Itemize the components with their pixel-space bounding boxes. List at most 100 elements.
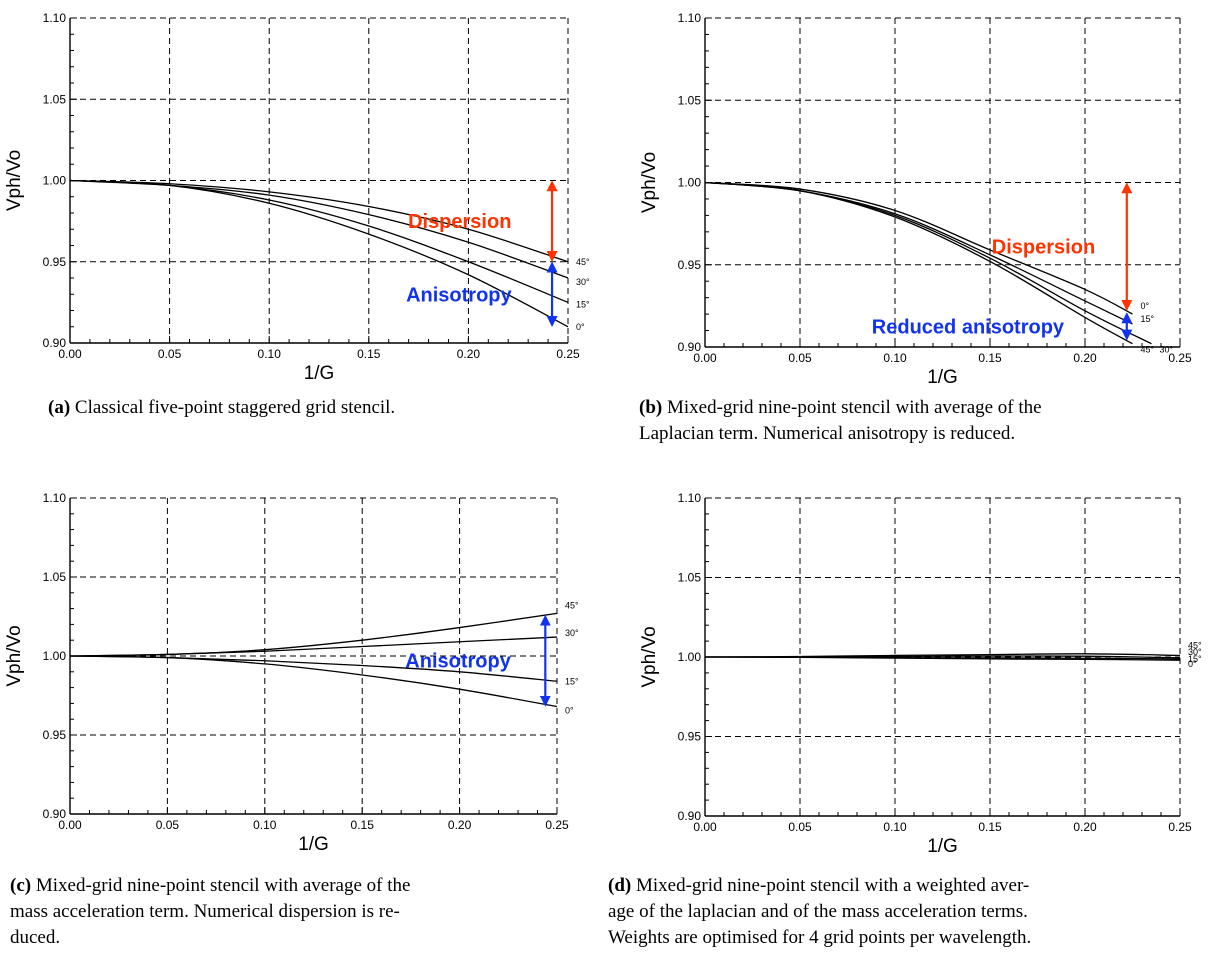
series-label: 45° xyxy=(565,600,579,610)
series-line-45deg xyxy=(704,181,1133,345)
series-line-30deg xyxy=(69,636,558,657)
x-axis-label: 1/G xyxy=(927,367,958,388)
series-label: 30° xyxy=(1160,345,1174,355)
caption-b: (b) Mixed-grid nine-point stencil with a… xyxy=(639,395,1209,447)
series-label: 0° xyxy=(1141,301,1150,311)
y-tick-label: 1.05 xyxy=(678,571,702,585)
x-tick-label: 0.00 xyxy=(58,818,82,832)
caption-tag: (b) xyxy=(639,397,663,418)
series-line-0deg xyxy=(69,179,569,328)
y-axis-label: Vph/Vo xyxy=(639,152,660,213)
x-tick-label: 0.05 xyxy=(788,820,812,834)
series-line-0deg xyxy=(704,181,1133,315)
x-tick-label: 0.15 xyxy=(351,818,375,832)
y-axis-label: Vph/Vo xyxy=(4,625,25,686)
x-tick-label: 0.00 xyxy=(58,347,82,361)
y-axis-label: Vph/Vo xyxy=(4,150,25,211)
y-tick-label: 1.00 xyxy=(43,649,67,663)
x-tick-label: 0.15 xyxy=(357,347,381,361)
x-tick-label: 0.25 xyxy=(1168,820,1192,834)
series-label: 15° xyxy=(1141,314,1155,324)
series-line-0deg xyxy=(69,655,558,708)
caption-d: (d) Mixed-grid nine-point stencil with a… xyxy=(608,873,1208,951)
series-label: 0° xyxy=(1188,659,1197,669)
x-tick-label: 0.05 xyxy=(156,818,180,832)
annotation-label: Dispersion xyxy=(408,211,511,233)
chart-panel-d: 0.00 0.05 0.10 0.15 0.20 0.25 0.90 0.95 1.00 1.05… xyxy=(606,480,1212,960)
annotation-label: Dispersion xyxy=(992,237,1095,259)
caption-tag: (d) xyxy=(608,875,632,896)
x-axis-label: 1/G xyxy=(304,363,335,384)
x-tick-label: 0.10 xyxy=(253,818,277,832)
caption-line: Mixed-grid nine-point stencil with avera… xyxy=(666,397,1042,418)
chart-panel-b: 0.00 0.05 0.10 0.15 0.20 0.25 0.90 0.95 1.00 1.05… xyxy=(606,0,1212,470)
chart-c: 0.00 0.05 0.10 0.15 0.20 0.25 0.90 0.95 1.00 1.05… xyxy=(4,491,579,855)
series-line-45deg xyxy=(69,179,569,263)
annotation-label: Reduced anisotropy xyxy=(872,316,1065,338)
series-label: 0° xyxy=(576,322,585,332)
caption-line: Classical five-point staggered grid sten… xyxy=(74,397,396,418)
series-label: 30° xyxy=(576,277,590,287)
series-label: 45° xyxy=(576,257,590,267)
y-tick-label: 1.10 xyxy=(678,491,702,505)
x-tick-label: 0.15 xyxy=(978,820,1002,834)
x-tick-label: 0.20 xyxy=(457,347,481,361)
annotation-label: Anisotropy xyxy=(405,651,511,673)
annotation-label: Anisotropy xyxy=(406,284,512,306)
x-tick-label: 0.10 xyxy=(258,347,282,361)
y-tick-label: 1.10 xyxy=(678,11,702,25)
caption-line: duced. xyxy=(10,927,61,948)
x-tick-label: 0.25 xyxy=(545,818,569,832)
series-label: 30° xyxy=(1188,647,1202,657)
x-tick-label: 0.20 xyxy=(1073,820,1097,834)
caption-line: Laplacian term. Numerical anisotropy is … xyxy=(639,423,1016,444)
x-tick-label: 0.15 xyxy=(978,351,1002,365)
chart-panel-a: 0.00 0.05 0.10 0.15 0.20 0.25 0.90 0.95 1.00 1.05… xyxy=(0,0,606,470)
x-tick-label: 0.00 xyxy=(693,820,717,834)
series-label: 15° xyxy=(565,676,579,686)
chart-d: 0.00 0.05 0.10 0.15 0.20 0.25 0.90 0.95 1.00 1.05… xyxy=(639,491,1202,857)
y-axis-label: Vph/Vo xyxy=(639,626,660,687)
x-tick-label: 0.05 xyxy=(158,347,182,361)
caption-a: (a) Classical five-point staggered grid … xyxy=(48,395,588,421)
x-tick-label: 0.25 xyxy=(1168,351,1192,365)
caption-line: Mixed-grid nine-point stencil with avera… xyxy=(35,875,411,896)
series-label: 15° xyxy=(576,299,590,309)
series-label: 30° xyxy=(565,628,579,638)
caption-tag: (c) xyxy=(10,875,32,896)
caption-line: mass acceleration term. Numerical disper… xyxy=(10,901,400,922)
x-tick-label: 0.20 xyxy=(448,818,472,832)
series-line-0deg xyxy=(704,656,1181,661)
y-tick-label: 1.10 xyxy=(43,11,67,25)
chart-b: 0.00 0.05 0.10 0.15 0.20 0.25 0.90 0.95 1.00 1.05… xyxy=(639,11,1192,388)
x-tick-label: 0.10 xyxy=(883,351,907,365)
caption-line: age of the laplacian and of the mass acc… xyxy=(608,901,1028,922)
y-tick-label: 0.90 xyxy=(43,807,67,821)
x-tick-label: 0.10 xyxy=(883,820,907,834)
series-line-45deg xyxy=(69,612,558,657)
y-tick-label: 0.95 xyxy=(678,258,702,272)
x-tick-label: 0.05 xyxy=(788,351,812,365)
caption-line: Mixed-grid nine-point stencil with a wei… xyxy=(635,875,1030,896)
y-tick-label: 0.90 xyxy=(43,336,67,350)
caption-tag: (a) xyxy=(48,397,71,418)
x-axis-label: 1/G xyxy=(298,834,329,855)
y-tick-label: 1.05 xyxy=(678,93,702,107)
y-tick-label: 0.90 xyxy=(678,340,702,354)
chart-panel-c: 0.00 0.05 0.10 0.15 0.20 0.25 0.90 0.95 1.00 1.05… xyxy=(0,480,606,960)
x-tick-label: 0.20 xyxy=(1073,351,1097,365)
caption-line: Weights are optimised for 4 grid points … xyxy=(608,927,1032,948)
caption-c: (c) Mixed-grid nine-point stencil with a… xyxy=(10,873,600,951)
y-tick-label: 1.10 xyxy=(43,491,67,505)
y-tick-label: 0.95 xyxy=(43,728,67,742)
series-label: 45° xyxy=(1141,345,1155,355)
x-tick-label: 0.00 xyxy=(693,351,717,365)
y-tick-label: 0.95 xyxy=(43,255,67,269)
chart-a: 0.00 0.05 0.10 0.15 0.20 0.25 0.90 0.95 1.00 1.05… xyxy=(4,11,590,384)
x-axis-label: 1/G xyxy=(927,836,958,857)
y-tick-label: 1.05 xyxy=(43,92,67,106)
y-tick-label: 0.90 xyxy=(678,809,702,823)
x-tick-label: 0.25 xyxy=(556,347,580,361)
series-label: 15° xyxy=(1188,654,1202,664)
y-tick-label: 0.95 xyxy=(678,730,702,744)
